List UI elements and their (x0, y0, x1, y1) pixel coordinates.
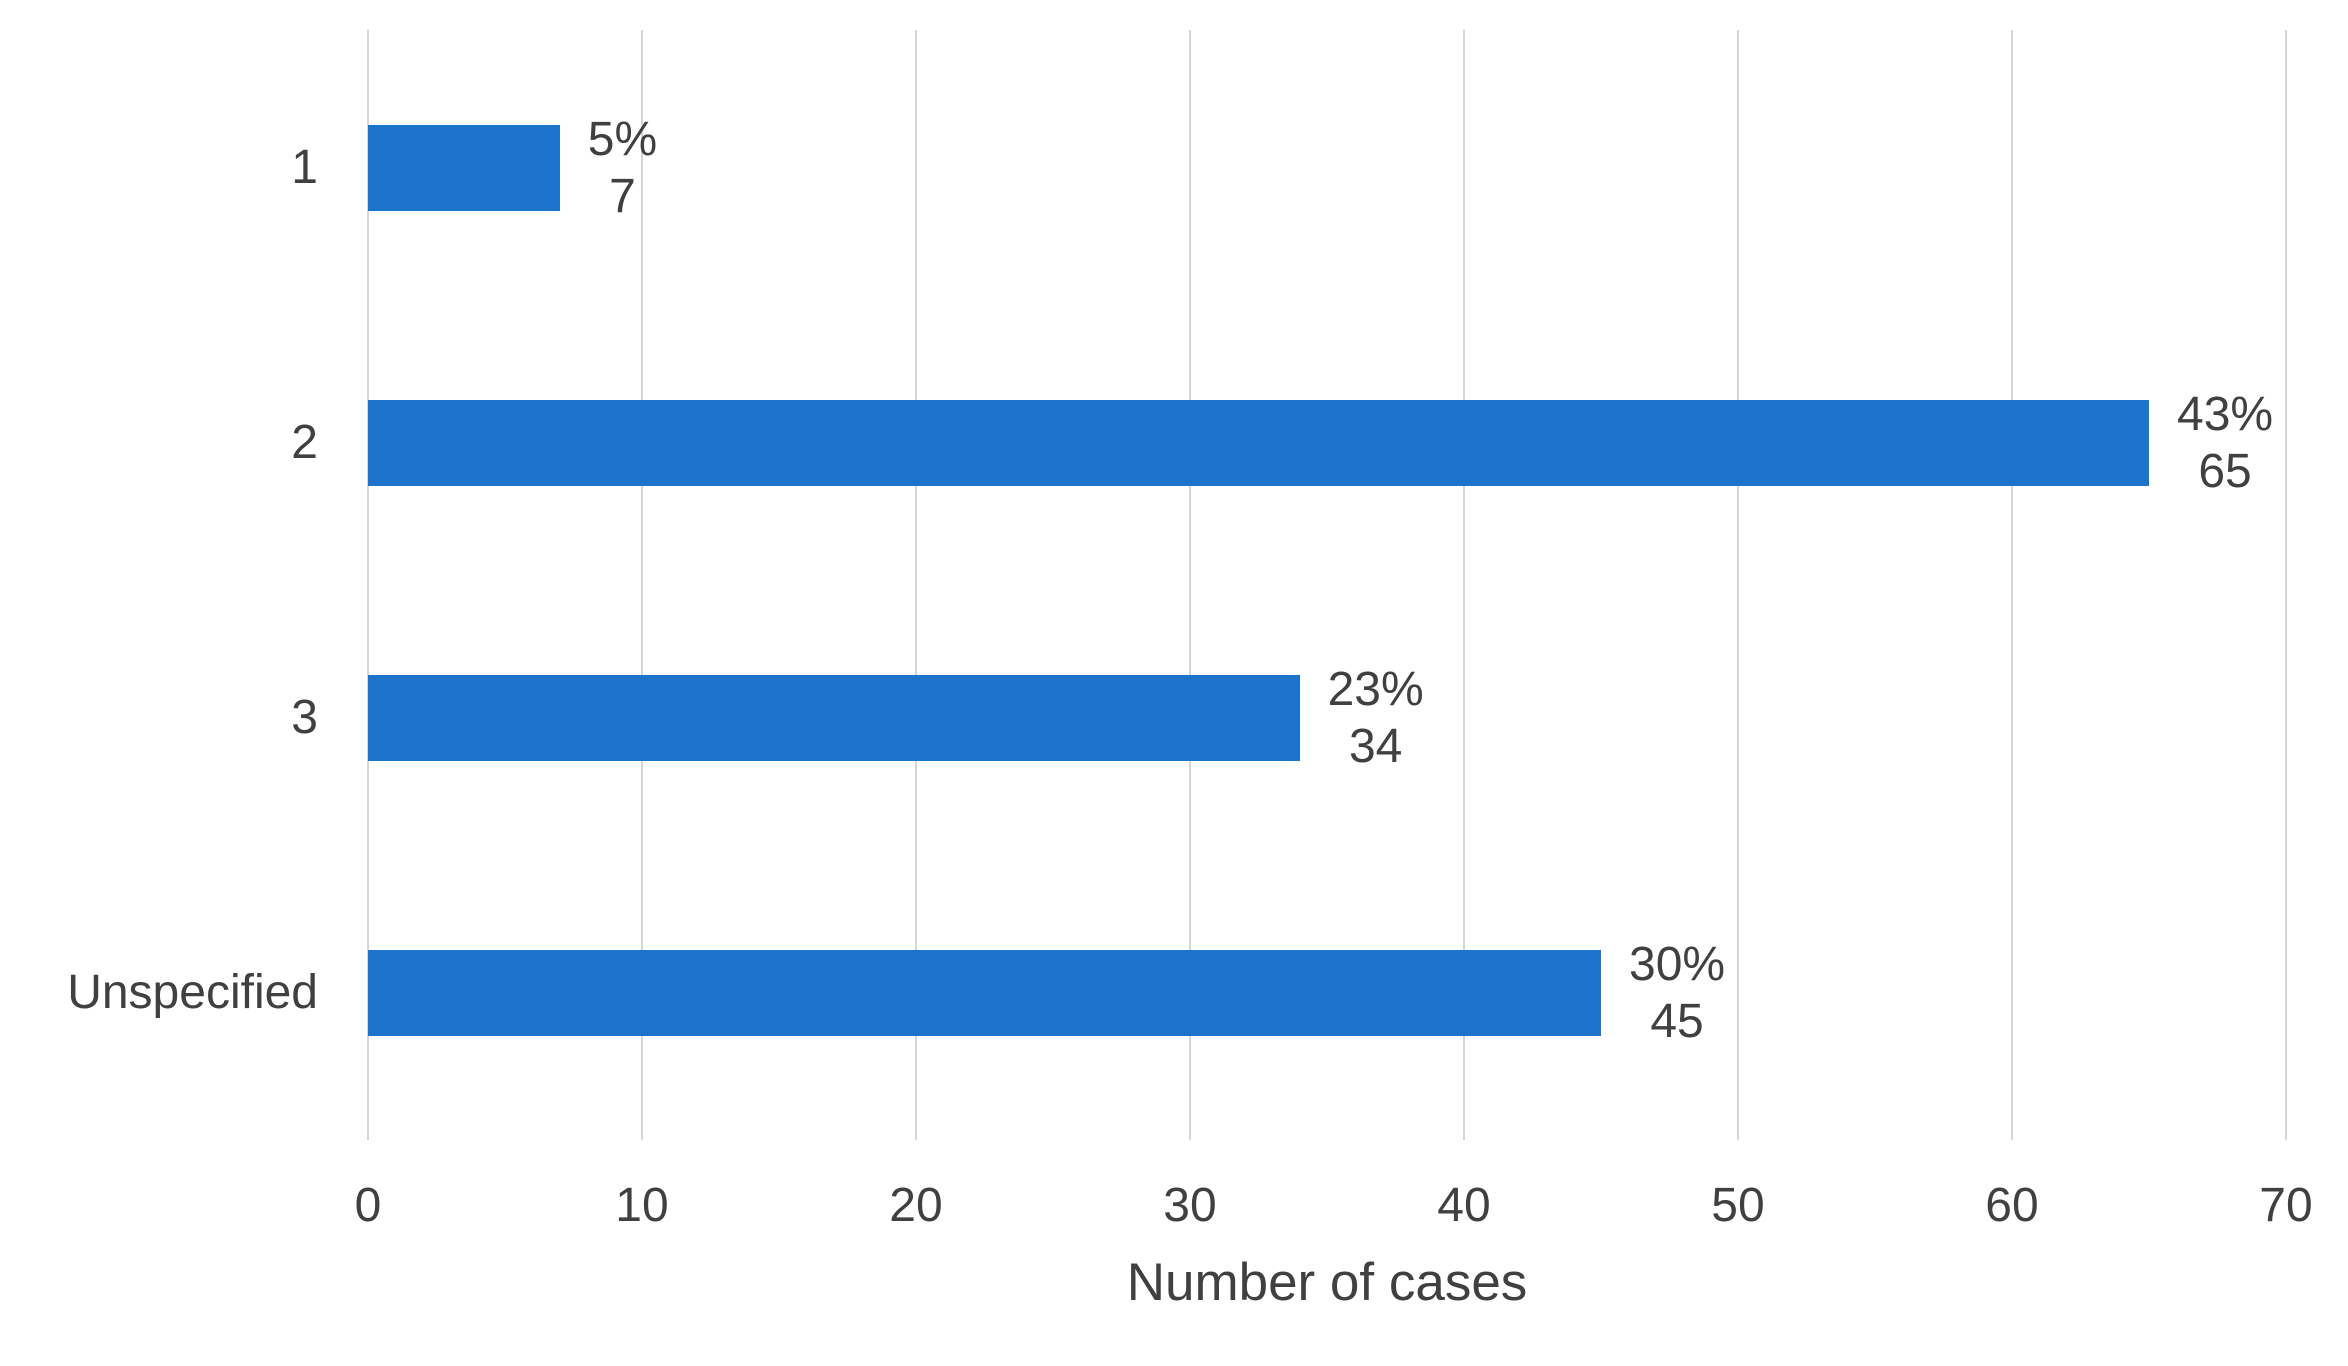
x-tick-label: 10 (615, 1179, 669, 1232)
bar-count-label: 45 (1650, 994, 1704, 1048)
category-label: Unspecified (67, 966, 318, 1019)
bar (368, 949, 1601, 1036)
bar-percent-label: 43% (2177, 387, 2274, 441)
bar-percent-label: 5% (587, 112, 658, 166)
bar-percent-label: 30% (1629, 937, 1726, 991)
x-tick-label: 50 (1711, 1179, 1765, 1232)
gridline (915, 30, 917, 1140)
x-tick-label: 70 (2259, 1179, 2313, 1232)
bar-count-label: 7 (609, 169, 636, 223)
category-band: 43% 65 (368, 305, 2286, 580)
x-axis-title: Number of cases (1126, 1253, 1528, 1312)
category-label: 1 (291, 141, 318, 194)
x-axis-tick-labels: 0 10 20 30 40 50 60 70 (355, 1150, 2313, 1250)
bar-count-label: 65 (2198, 444, 2252, 498)
bar (368, 124, 560, 211)
category-label: 2 (291, 416, 318, 469)
bar-value-label: 30% 45 (1629, 936, 1725, 1050)
gridline (367, 30, 369, 1140)
x-axis-title-row: Number of cases (368, 1252, 2286, 1313)
gridline (1189, 30, 1191, 1140)
bar-value-label: 23% 34 (1328, 661, 1424, 775)
gridline (641, 30, 643, 1140)
bar (368, 674, 1300, 761)
x-tick-label: 0 (354, 1179, 382, 1232)
bar (368, 399, 2149, 486)
plot-area: 5% 7 43% 65 23% 34 30% 45 (367, 30, 2287, 1140)
x-tick-label: 20 (889, 1179, 943, 1232)
x-tick-label: 30 (1163, 1179, 1217, 1232)
bar-value-label: 5% 7 (588, 111, 657, 225)
gridline (2285, 30, 2287, 1140)
bar-count-label: 34 (1348, 719, 1403, 773)
category-band: 23% 34 (368, 580, 2286, 855)
x-tick-label: 60 (1985, 1179, 2039, 1232)
gridline (1463, 30, 1465, 1140)
y-axis-category-labels: 1 2 3 Unspecified (0, 30, 318, 1130)
category-band: 5% 7 (368, 30, 2286, 305)
bar-percent-label: 23% (1327, 662, 1424, 716)
gridline (2011, 30, 2013, 1140)
bars-container: 5% 7 43% 65 23% 34 30% 45 (368, 30, 2286, 1130)
bar-value-label: 43% 65 (2177, 386, 2273, 500)
x-tick-label: 40 (1437, 1179, 1491, 1232)
category-label: 3 (291, 691, 318, 744)
gridline (1737, 30, 1739, 1140)
category-band: 30% 45 (368, 855, 2286, 1130)
